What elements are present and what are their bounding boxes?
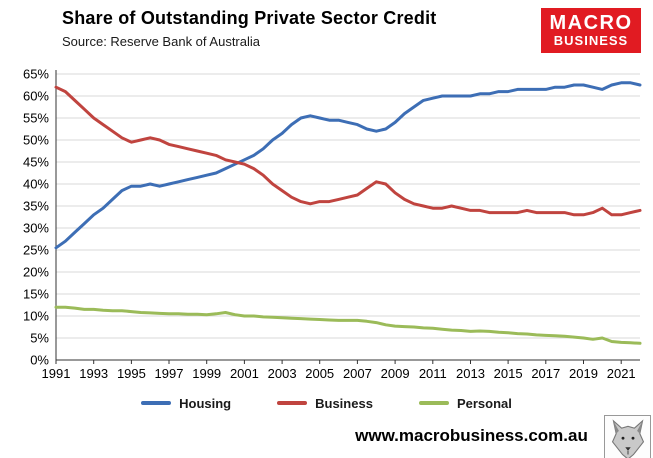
svg-text:10%: 10% — [23, 309, 49, 324]
svg-text:65%: 65% — [23, 67, 49, 82]
svg-text:2001: 2001 — [230, 366, 259, 381]
logo-text-macro: MACRO — [549, 12, 633, 35]
svg-text:15%: 15% — [23, 287, 49, 302]
macrobusiness-logo: MACRO BUSINESS — [541, 8, 641, 53]
svg-text:2009: 2009 — [381, 366, 410, 381]
svg-text:50%: 50% — [23, 133, 49, 148]
svg-text:1991: 1991 — [42, 366, 71, 381]
svg-text:35%: 35% — [23, 199, 49, 214]
svg-text:55%: 55% — [23, 111, 49, 126]
chart-source: Source: Reserve Bank of Australia — [62, 34, 260, 49]
legend-item-business: Business — [277, 396, 373, 411]
svg-text:25%: 25% — [23, 243, 49, 258]
svg-text:1997: 1997 — [155, 366, 184, 381]
wolf-logo — [604, 415, 651, 458]
svg-text:2005: 2005 — [305, 366, 334, 381]
svg-text:2021: 2021 — [607, 366, 636, 381]
legend-label-housing: Housing — [179, 395, 232, 411]
business-line-swatch-icon — [277, 401, 308, 405]
legend-label-business: Business — [315, 395, 373, 411]
svg-text:1993: 1993 — [79, 366, 108, 381]
legend-item-personal: Personal — [418, 395, 512, 411]
personal-line-swatch-icon — [418, 401, 449, 405]
title-block: Share of Outstanding Private Sector Cred… — [62, 8, 436, 49]
legend-label-personal: Personal — [456, 395, 512, 411]
svg-text:2007: 2007 — [343, 366, 372, 381]
website-url: www.macrobusiness.com.au — [355, 426, 588, 445]
svg-text:0%: 0% — [30, 353, 49, 368]
svg-text:2013: 2013 — [456, 366, 485, 381]
chart-header: Share of Outstanding Private Sector Cred… — [0, 0, 653, 60]
svg-text:1999: 1999 — [192, 366, 221, 381]
svg-text:2017: 2017 — [531, 366, 560, 381]
svg-text:45%: 45% — [23, 155, 49, 170]
svg-text:2019: 2019 — [569, 366, 598, 381]
svg-text:2015: 2015 — [494, 366, 523, 381]
svg-text:30%: 30% — [23, 221, 49, 236]
wolf-icon — [611, 419, 644, 458]
chart-footer: www.macrobusiness.com.au — [0, 414, 653, 458]
svg-text:1995: 1995 — [117, 366, 146, 381]
chart-title: Share of Outstanding Private Sector Cred… — [62, 8, 437, 28]
svg-text:5%: 5% — [30, 331, 49, 346]
svg-text:60%: 60% — [23, 89, 49, 104]
svg-text:40%: 40% — [23, 177, 49, 192]
chart-legend: Housing Business Personal — [0, 392, 653, 414]
housing-line-swatch-icon — [141, 401, 172, 405]
svg-text:2011: 2011 — [419, 366, 447, 381]
svg-text:20%: 20% — [23, 265, 49, 280]
legend-item-housing: Housing — [141, 396, 231, 411]
logo-text-business: BUSINESS — [553, 33, 629, 49]
svg-text:2003: 2003 — [268, 366, 297, 381]
line-chart: 0% 5% 10% 15% 20% 25% 30% 35% 40% 45% 50% 55% 60% 65%… — [23, 67, 642, 381]
